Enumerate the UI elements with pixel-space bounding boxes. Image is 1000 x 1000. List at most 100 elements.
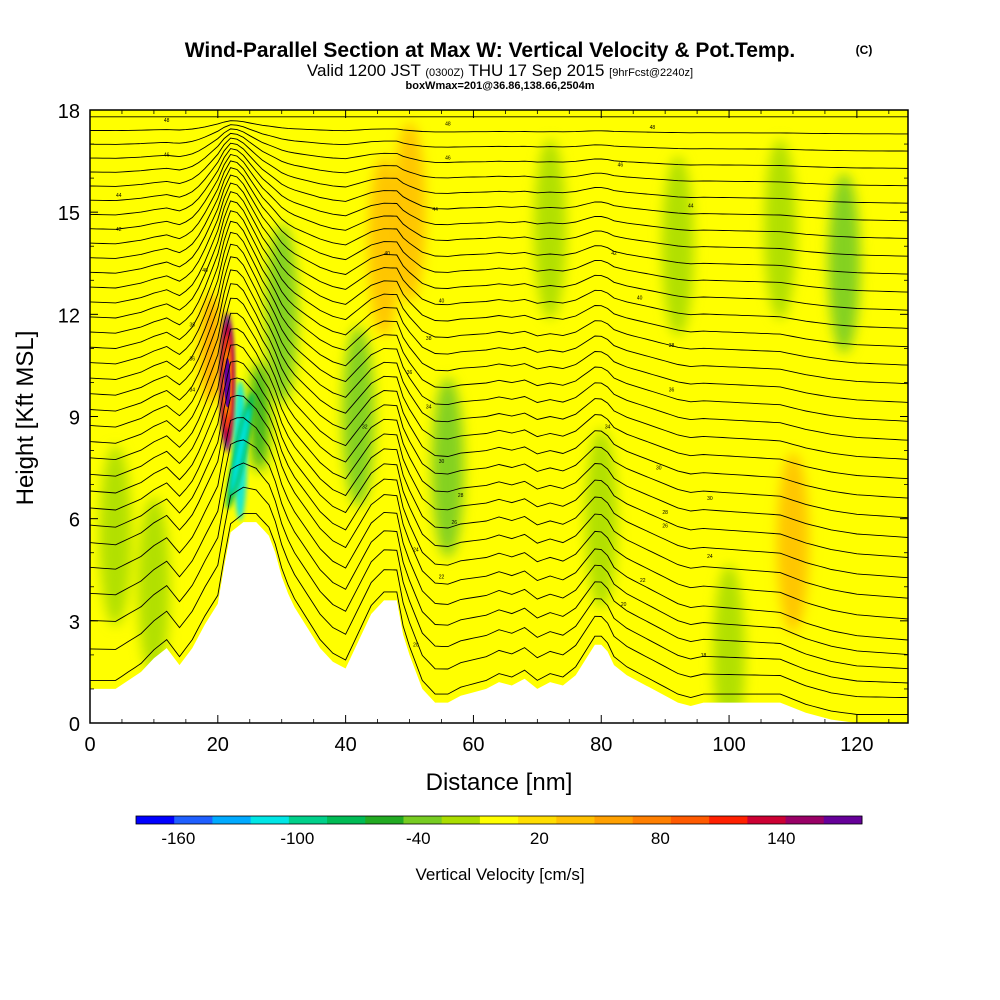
velocity-feature (99, 445, 132, 626)
theta-contour-line (90, 191, 908, 348)
theta-contour-line (90, 142, 908, 222)
theta-contour-label: 38 (669, 343, 675, 349)
colorbar-tick-label: -160 (161, 829, 195, 848)
theta-contour-label: 44 (116, 193, 122, 199)
theta-contour-label: 42 (611, 251, 617, 257)
colorbar-swatch (670, 816, 710, 824)
colorbar-swatch (212, 816, 252, 824)
velocity-feature (713, 564, 746, 723)
valid-date-label: THU 17 Sep 2015 (468, 61, 604, 80)
theta-contour-line (90, 231, 908, 422)
valid-utc-label: (0300Z) (425, 67, 464, 79)
colorbar-label: Vertical Velocity [cm/s] (415, 865, 584, 884)
theta-contour-label: 30 (707, 496, 713, 502)
velocity-feature (585, 428, 618, 609)
x-tick-label: 100 (712, 734, 745, 756)
x-tick-label: 120 (840, 734, 873, 756)
velocity-field (99, 122, 861, 723)
velocity-feature (265, 224, 298, 405)
theta-contour-line (90, 120, 908, 135)
theta-contour-line (90, 137, 908, 204)
theta-contour-label: 26 (662, 523, 668, 529)
colorbar-swatch (174, 816, 213, 824)
theta-contour-line (90, 328, 908, 558)
theta-contour-label: 18 (701, 653, 707, 659)
x-tick-label: 20 (207, 734, 229, 756)
velocity-feature (534, 139, 567, 320)
theta-contour-labels: 48 48 48 46 46 46 44 44 44 42 42 40 40 40 40 38 38 38 36 36… (116, 118, 713, 659)
theta-contour-label: 48 (445, 122, 451, 128)
theta-contour-line (90, 439, 908, 670)
x-tick-label: 80 (590, 734, 612, 756)
theta-contour-label: 48 (164, 118, 170, 124)
colorbar-tick-label: 140 (767, 829, 795, 848)
theta-contour-line (90, 394, 908, 641)
theta-contour-label: 38 (189, 323, 195, 329)
theta-contour-label: 30 (439, 459, 445, 465)
theta-contour-line (90, 174, 908, 311)
theta-contour-label: 34 (426, 404, 432, 410)
x-tick-label: 60 (462, 734, 484, 756)
colorbar-swatch (556, 816, 596, 824)
velocity-feature (249, 361, 270, 472)
theta-contour-label: 28 (458, 493, 464, 499)
theta-contour-line (90, 256, 908, 460)
theta-contour-label: 20 (621, 602, 627, 608)
velocity-feature (342, 326, 375, 507)
theta-contour-label: 36 (669, 387, 675, 393)
theta-contour-label: 40 (384, 251, 390, 257)
velocity-feature (431, 377, 464, 558)
velocity-feature (367, 156, 400, 337)
theta-contour-line (90, 360, 908, 599)
theta-contour-line (90, 220, 908, 403)
theta-contour-label: 38 (426, 336, 432, 342)
theta-contour-label: 22 (439, 575, 445, 581)
theta-contour-line (90, 200, 908, 366)
x-tick-label: 40 (335, 734, 357, 756)
colorbar-swatch (632, 816, 672, 824)
x-tick-label: 0 (84, 734, 95, 756)
velocity-feature (393, 122, 426, 303)
theta-contour-label: 28 (662, 510, 668, 516)
colorbar-tick-label: -100 (280, 829, 314, 848)
theta-contour-line (90, 148, 908, 239)
valid-time-label: Valid 1200 JST (307, 61, 421, 80)
theta-contour-line (90, 283, 908, 499)
copyright-mark: (C) (856, 43, 873, 57)
theta-contour-line (90, 210, 908, 385)
theta-contour-label: 40 (202, 268, 208, 274)
theta-contour-line (90, 160, 908, 275)
colorbar-swatch (823, 816, 863, 824)
theta-contour-label: 46 (164, 152, 170, 158)
theta-contour-label: 30 (656, 466, 662, 472)
theta-contour-line (90, 167, 908, 293)
theta-contour-label: 44 (432, 207, 438, 213)
colorbar-tick-label: -40 (406, 829, 431, 848)
theta-contour-line (90, 312, 908, 538)
theta-contour-label: 22 (640, 578, 646, 584)
theta-contour-label: 48 (650, 125, 656, 131)
theta-contour-line (90, 417, 908, 656)
theta-contour-line (90, 486, 908, 699)
theta-contour-line (90, 153, 908, 257)
theta-contour-line (90, 269, 908, 480)
theta-contour-label: 26 (451, 520, 457, 526)
velocity-feature (764, 139, 797, 320)
y-axis-label: Height [Kft MSL] (12, 331, 39, 506)
theta-contour-label: 20 (413, 643, 419, 649)
downdraft-band (230, 406, 251, 495)
theta-contour-line (90, 377, 908, 620)
colorbar-tick-label: 20 (530, 829, 549, 848)
colorbar-tick-label: 80 (651, 829, 670, 848)
theta-contour-label: 34 (189, 387, 195, 393)
colorbar-swatch (594, 816, 634, 824)
terrain-profile (90, 522, 908, 723)
colorbar-swatch (441, 816, 481, 824)
theta-contour-line (90, 243, 908, 441)
colorbar: -160 -100 -40 20 80 140 (135, 815, 863, 848)
theta-contour-label: 42 (116, 227, 122, 233)
theta-contour-label: 46 (445, 156, 451, 162)
